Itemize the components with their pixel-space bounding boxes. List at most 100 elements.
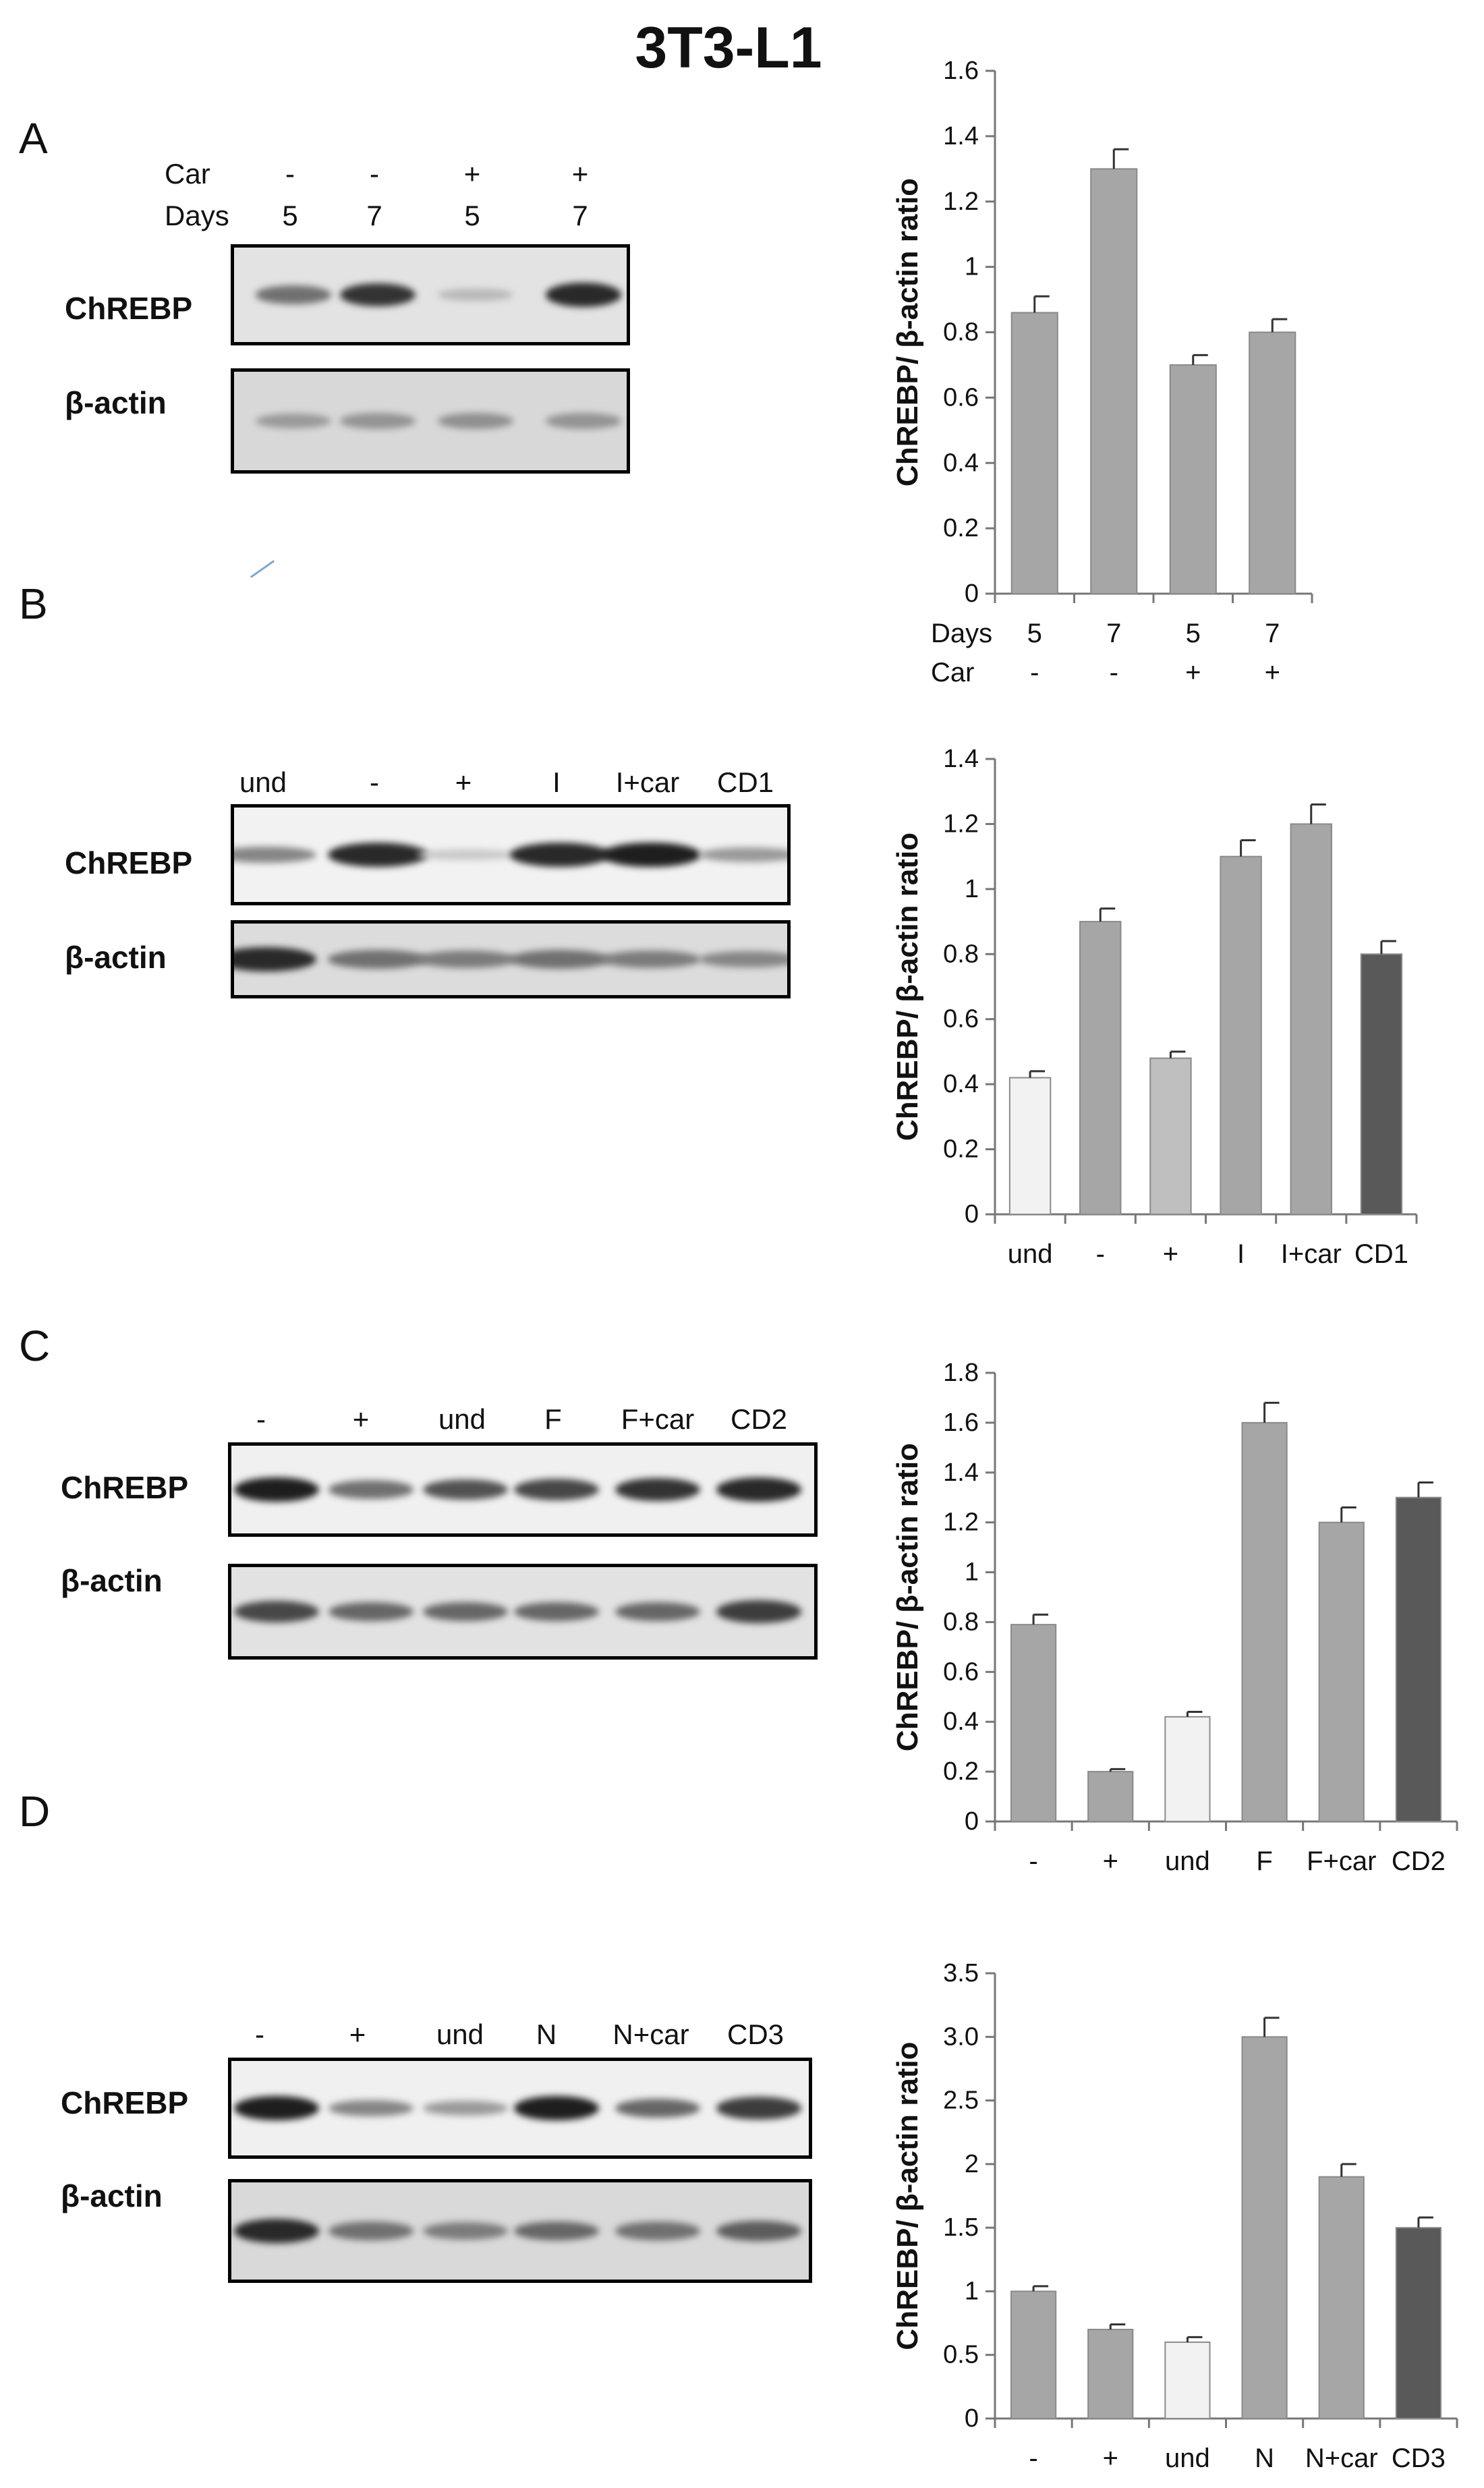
bar: [1008, 1077, 1052, 1215]
protein-band: [329, 1480, 413, 1499]
y-tick-label: 3.5: [943, 1959, 979, 1987]
lane-label: 5: [464, 200, 480, 231]
x-tick-label: 7: [1106, 619, 1121, 648]
protein-band: [716, 1600, 801, 1623]
bar-chart-panel-a: 0 0.2 0.4 0.6 0.8 1 1.2 1.4 1.6 ChREBP/ β-actin r…: [891, 57, 1313, 687]
protein-band: [234, 1601, 319, 1622]
y-tick-label: 0.2: [943, 514, 979, 542]
protein-band: [329, 2099, 413, 2117]
protein-band: [437, 288, 514, 302]
y-axis-label: ChREBP/ β-actin ratio: [891, 2041, 924, 2350]
y-tick-label: 1: [965, 875, 979, 903]
y-tick-label: 0.6: [943, 383, 979, 412]
bar: [1395, 2227, 1442, 2419]
y-tick-label: 1.8: [943, 1359, 979, 1387]
y-axis-label: ChREBP/ β-actin ratio: [891, 1443, 924, 1751]
western-blot-chrebp: [231, 244, 630, 345]
y-tick-label: 0: [965, 1807, 979, 1836]
bar: [1010, 2290, 1057, 2419]
western-blot-beta-actin: [228, 2179, 812, 2283]
y-tick-label: 0.6: [943, 1005, 979, 1034]
western-blot-beta-actin: [231, 920, 791, 998]
y-tick-label: 1.2: [943, 1508, 979, 1537]
x-tick-label: I: [1237, 1239, 1245, 1269]
y-tick-label: 1.6: [943, 1409, 979, 1437]
x-row-label: Days: [931, 619, 992, 648]
y-axis-label: ChREBP/ β-actin ratio: [891, 178, 924, 486]
y-tick-label: 0: [965, 1200, 979, 1228]
protein-band: [423, 2100, 508, 2116]
protein-band: [600, 842, 702, 868]
bar-chart-panel-b: 0 0.2 0.4 0.6 0.8 1 1.2 1.4 ChREBP/ β-actin rati…: [891, 745, 1418, 1269]
y-tick-label: 1.2: [943, 810, 979, 838]
protein-band: [615, 1477, 700, 1502]
lane-label: 7: [366, 200, 382, 231]
panel-letter-d: D: [19, 1787, 51, 1836]
protein-band: [234, 947, 317, 971]
protein-band: [514, 1602, 599, 1622]
y-tick-label: 1.4: [943, 122, 979, 150]
bar: [1087, 2329, 1134, 2419]
protein-band: [234, 846, 317, 864]
protein-band: [545, 413, 622, 429]
y-tick-label: 0.4: [943, 1707, 979, 1736]
x-tick-label: +: [1185, 658, 1201, 687]
lane-label: CD3: [726, 2018, 784, 2050]
y-tick-label: 1.2: [943, 188, 979, 216]
protein-band: [423, 1479, 508, 1500]
protein-band: [329, 1602, 413, 1622]
protein-band: [255, 413, 332, 429]
lane-label: und: [239, 766, 287, 798]
lane-label: CD2: [730, 1403, 788, 1435]
bar: [1318, 2176, 1365, 2420]
y-tick-label: 0.8: [943, 940, 979, 968]
y-tick-label: 0.8: [943, 1608, 979, 1636]
bar: [1360, 953, 1403, 1216]
panel-letter-c: C: [19, 1322, 51, 1370]
lane-label: -: [370, 158, 379, 190]
bar-chart-panel-c: 0 0.2 0.4 0.6 0.8 1 1.2 1.4 1.6 1.8 ChREBP/ β-acti…: [891, 1359, 1458, 1876]
lane-label: und: [438, 1403, 486, 1435]
lane-label: +: [571, 158, 589, 190]
y-tick-label: 0.2: [943, 1757, 979, 1786]
western-blot-chrebp: [228, 1442, 818, 1537]
lane-label: F: [544, 1403, 562, 1435]
protein-band: [615, 1602, 700, 1622]
y-tick-label: 1: [965, 2277, 979, 2305]
bar: [1079, 921, 1122, 1215]
protein-band: [327, 843, 428, 867]
protein-band: [698, 847, 787, 863]
panel-letter-a: A: [19, 114, 48, 163]
y-tick-label: 0.8: [943, 318, 979, 347]
blot-label-chrebp: ChREBP: [61, 1470, 189, 1505]
lane-label: -: [255, 2018, 264, 2050]
bar: [1220, 855, 1262, 1215]
x-tick-label: 5: [1186, 619, 1201, 648]
protein-band: [615, 2098, 700, 2118]
protein-band: [423, 2222, 508, 2240]
y-tick-label: 0: [965, 2404, 979, 2433]
bar: [1010, 1624, 1057, 1823]
bar: [1164, 1716, 1211, 1822]
x-tick-label: und: [1165, 2443, 1210, 2473]
y-tick-label: 3.0: [943, 2023, 979, 2051]
bar: [1290, 823, 1332, 1215]
lane-label: 7: [572, 200, 588, 231]
y-tick-label: 0.5: [943, 2341, 979, 2369]
protein-band: [423, 1602, 508, 1622]
x-tick-label: +: [1265, 658, 1280, 687]
western-blot-beta-actin: [231, 368, 630, 474]
protein-band: [514, 1479, 599, 1500]
blot-label-chrebp: ChREBP: [65, 291, 193, 326]
y-tick-label: 1: [965, 1558, 979, 1587]
x-tick-label: -: [1096, 1239, 1105, 1269]
x-tick-label: 7: [1265, 619, 1280, 648]
lane-label: I+car: [615, 766, 680, 798]
header-row-car-label: Car: [165, 158, 210, 190]
lane-label: N: [536, 2018, 557, 2050]
blot-label-beta-actin: β-actin: [65, 385, 167, 420]
bar: [1241, 1421, 1288, 1822]
lane-label: N+car: [612, 2018, 689, 2050]
y-tick-label: 1.4: [943, 1459, 979, 1487]
x-tick-label: F+car: [1307, 1846, 1376, 1876]
